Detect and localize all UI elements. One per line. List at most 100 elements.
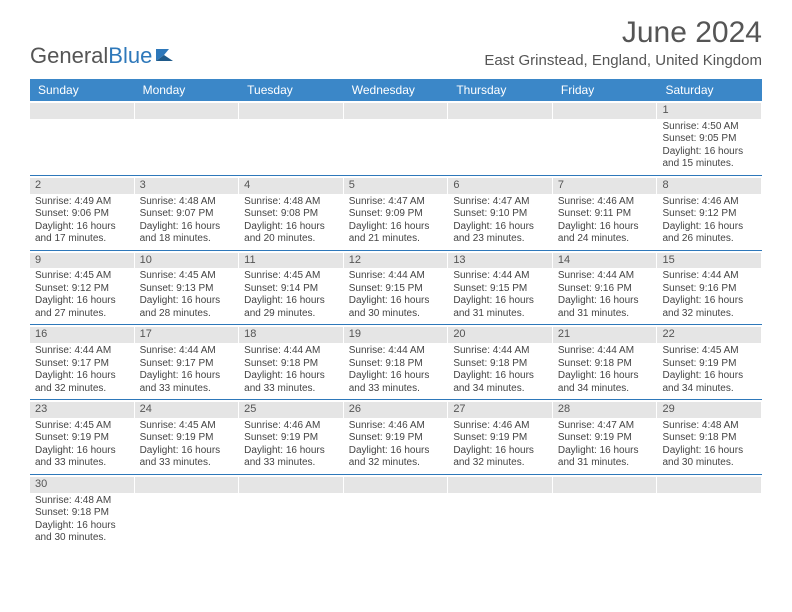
day-number: 22 [657,327,761,343]
sunset-line: Sunset: 9:19 PM [244,432,338,445]
day-cell: 3Sunrise: 4:48 AMSunset: 9:07 PMDaylight… [135,176,240,250]
daylight-line: Daylight: 16 hours and 29 minutes. [244,295,338,320]
sunrise-line: Sunrise: 4:47 AM [349,196,443,209]
day-header: Sunday [30,79,135,101]
sunrise-line: Sunrise: 4:45 AM [35,420,129,433]
sunset-line: Sunset: 9:19 PM [349,432,443,445]
daylight-line: Daylight: 16 hours and 33 minutes. [35,445,129,470]
sunrise-line: Sunrise: 4:44 AM [662,270,756,283]
day-cell: 11Sunrise: 4:45 AMSunset: 9:14 PMDayligh… [239,251,344,325]
sunset-line: Sunset: 9:05 PM [662,133,756,146]
day-cell: 30Sunrise: 4:48 AMSunset: 9:18 PMDayligh… [30,475,135,549]
day-number: 1 [657,103,761,119]
sunrise-line: Sunrise: 4:44 AM [35,345,129,358]
sunset-line: Sunset: 9:12 PM [35,283,129,296]
day-number [344,477,448,493]
empty-cell [448,101,553,175]
sunset-line: Sunset: 9:15 PM [453,283,547,296]
day-cell: 9Sunrise: 4:45 AMSunset: 9:12 PMDaylight… [30,251,135,325]
daylight-line: Daylight: 16 hours and 17 minutes. [35,221,129,246]
sunrise-line: Sunrise: 4:44 AM [349,345,443,358]
day-number: 4 [239,178,343,194]
logo-text-1: General [30,43,108,69]
daylight-line: Daylight: 16 hours and 26 minutes. [662,221,756,246]
sunset-line: Sunset: 9:15 PM [349,283,443,296]
empty-cell [239,475,344,549]
day-number: 28 [553,402,657,418]
day-cell: 26Sunrise: 4:46 AMSunset: 9:19 PMDayligh… [344,400,449,474]
sunrise-line: Sunrise: 4:48 AM [662,420,756,433]
sunrise-line: Sunrise: 4:46 AM [558,196,652,209]
daylight-line: Daylight: 16 hours and 33 minutes. [244,445,338,470]
day-cell: 7Sunrise: 4:46 AMSunset: 9:11 PMDaylight… [553,176,658,250]
sunset-line: Sunset: 9:19 PM [453,432,547,445]
daylight-line: Daylight: 16 hours and 18 minutes. [140,221,234,246]
sunset-line: Sunset: 9:08 PM [244,208,338,221]
sunset-line: Sunset: 9:19 PM [140,432,234,445]
daylight-line: Daylight: 16 hours and 28 minutes. [140,295,234,320]
day-number: 23 [30,402,134,418]
day-cell: 18Sunrise: 4:44 AMSunset: 9:18 PMDayligh… [239,325,344,399]
sunrise-line: Sunrise: 4:45 AM [35,270,129,283]
day-cell: 14Sunrise: 4:44 AMSunset: 9:16 PMDayligh… [553,251,658,325]
day-number [448,103,552,119]
sunrise-line: Sunrise: 4:48 AM [35,495,129,508]
day-number: 29 [657,402,761,418]
day-number: 18 [239,327,343,343]
empty-cell [239,101,344,175]
day-number: 5 [344,178,448,194]
daylight-line: Daylight: 16 hours and 30 minutes. [662,445,756,470]
logo-text-2: Blue [108,43,152,69]
sunrise-line: Sunrise: 4:44 AM [453,270,547,283]
empty-cell [344,101,449,175]
day-cell: 23Sunrise: 4:45 AMSunset: 9:19 PMDayligh… [30,400,135,474]
day-header: Tuesday [239,79,344,101]
day-number: 24 [135,402,239,418]
day-number [448,477,552,493]
sunrise-line: Sunrise: 4:44 AM [244,345,338,358]
day-number: 3 [135,178,239,194]
day-cell: 13Sunrise: 4:44 AMSunset: 9:15 PMDayligh… [448,251,553,325]
sunset-line: Sunset: 9:18 PM [558,358,652,371]
day-number [239,477,343,493]
day-number: 8 [657,178,761,194]
title-block: June 2024 East Grinstead, England, Unite… [484,16,762,69]
day-cell: 4 Sunrise: 4:48 AMSunset: 9:08 PMDaylight… [239,176,344,250]
day-cell: 19Sunrise: 4:44 AMSunset: 9:18 PMDayligh… [344,325,449,399]
daylight-line: Daylight: 16 hours and 34 minutes. [558,370,652,395]
daylight-line: Daylight: 16 hours and 23 minutes. [453,221,547,246]
day-number: 25 [239,402,343,418]
daylight-line: Daylight: 16 hours and 34 minutes. [453,370,547,395]
day-number [553,477,657,493]
calendar-body: 1Sunrise: 4:50 AMSunset: 9:05 PMDaylight… [30,101,762,549]
daylight-line: Daylight: 16 hours and 32 minutes. [35,370,129,395]
day-header: Friday [553,79,658,101]
daylight-line: Daylight: 16 hours and 33 minutes. [244,370,338,395]
sunrise-line: Sunrise: 4:48 AM [244,196,338,209]
week-row: 1Sunrise: 4:50 AMSunset: 9:05 PMDaylight… [30,101,762,176]
week-row: 2Sunrise: 4:49 AMSunset: 9:06 PMDaylight… [30,176,762,251]
sunset-line: Sunset: 9:16 PM [558,283,652,296]
day-cell: 24Sunrise: 4:45 AMSunset: 9:19 PMDayligh… [135,400,240,474]
day-number: 7 [553,178,657,194]
sunset-line: Sunset: 9:18 PM [662,432,756,445]
sunset-line: Sunset: 9:18 PM [35,507,129,520]
day-number [344,103,448,119]
day-number [135,477,239,493]
sunrise-line: Sunrise: 4:45 AM [140,420,234,433]
sunset-line: Sunset: 9:11 PM [558,208,652,221]
day-number: 16 [30,327,134,343]
sunrise-line: Sunrise: 4:44 AM [453,345,547,358]
day-cell: 6Sunrise: 4:47 AMSunset: 9:10 PMDaylight… [448,176,553,250]
day-cell: 20Sunrise: 4:44 AMSunset: 9:18 PMDayligh… [448,325,553,399]
sunrise-line: Sunrise: 4:46 AM [453,420,547,433]
sunset-line: Sunset: 9:12 PM [662,208,756,221]
day-number [239,103,343,119]
day-cell: 10Sunrise: 4:45 AMSunset: 9:13 PMDayligh… [135,251,240,325]
daylight-line: Daylight: 16 hours and 20 minutes. [244,221,338,246]
daylight-line: Daylight: 16 hours and 27 minutes. [35,295,129,320]
daylight-line: Daylight: 16 hours and 32 minutes. [349,445,443,470]
sunset-line: Sunset: 9:17 PM [140,358,234,371]
sunset-line: Sunset: 9:19 PM [662,358,756,371]
empty-cell [448,475,553,549]
